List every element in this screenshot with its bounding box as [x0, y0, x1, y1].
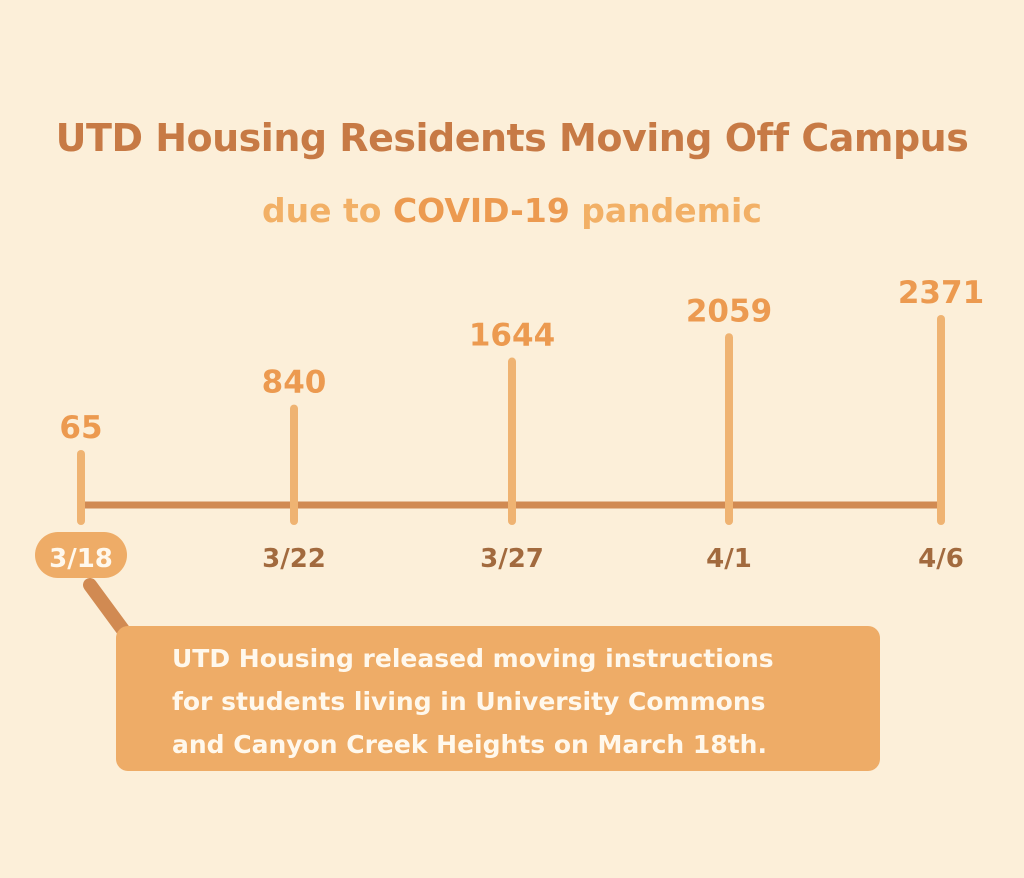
date-highlight-pill — [35, 532, 127, 578]
value-label-3/27: 1644 — [469, 318, 555, 354]
chart-subtitle: due to COVID-19 pandemic — [0, 191, 1024, 230]
value-label-4/6: 2371 — [898, 275, 984, 311]
callout-line-3: and Canyon Creek Heights on March 18th. — [172, 730, 767, 759]
date-label-3/27: 3/27 — [480, 544, 544, 574]
subtitle-part-2: pandemic — [569, 191, 762, 230]
subtitle-part-1: due to — [262, 191, 393, 230]
value-label-3/22: 840 — [262, 365, 327, 401]
date-label-3/22: 3/22 — [262, 544, 326, 574]
subtitle-highlight: COVID-19 — [392, 191, 570, 230]
date-label-4/1: 4/1 — [706, 544, 752, 574]
callout-connector — [83, 578, 133, 641]
callout-line-2: for students living in University Common… — [172, 687, 766, 716]
date-label-3/18: 3/18 — [49, 544, 113, 574]
callout-box: UTD Housing released moving instructions… — [116, 626, 880, 771]
chart-title: UTD Housing Residents Moving Off Campus — [55, 116, 969, 160]
date-label-4/6: 4/6 — [918, 544, 964, 574]
callout-line-1: UTD Housing released moving instructions — [172, 644, 774, 673]
value-label-4/1: 2059 — [686, 293, 772, 329]
value-label-3/18: 65 — [59, 410, 102, 446]
